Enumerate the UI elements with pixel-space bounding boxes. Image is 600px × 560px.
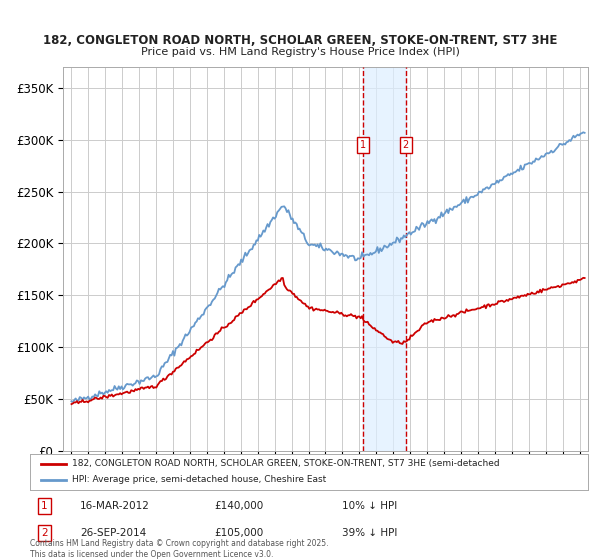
Text: £140,000: £140,000 [214, 501, 263, 511]
Text: Contains HM Land Registry data © Crown copyright and database right 2025.
This d: Contains HM Land Registry data © Crown c… [30, 539, 329, 559]
Text: HPI: Average price, semi-detached house, Cheshire East: HPI: Average price, semi-detached house,… [72, 475, 326, 484]
Text: 2: 2 [41, 528, 48, 538]
Text: 39% ↓ HPI: 39% ↓ HPI [343, 528, 398, 538]
Text: 182, CONGLETON ROAD NORTH, SCHOLAR GREEN, STOKE-ON-TRENT, ST7 3HE (semi-detached: 182, CONGLETON ROAD NORTH, SCHOLAR GREEN… [72, 459, 499, 468]
Text: 2: 2 [403, 140, 409, 150]
Text: £105,000: £105,000 [214, 528, 263, 538]
Text: 26-SEP-2014: 26-SEP-2014 [80, 528, 146, 538]
Text: Price paid vs. HM Land Registry's House Price Index (HPI): Price paid vs. HM Land Registry's House … [140, 47, 460, 57]
Text: 16-MAR-2012: 16-MAR-2012 [80, 501, 150, 511]
Text: 1: 1 [41, 501, 48, 511]
Text: 182, CONGLETON ROAD NORTH, SCHOLAR GREEN, STOKE-ON-TRENT, ST7 3HE: 182, CONGLETON ROAD NORTH, SCHOLAR GREEN… [43, 34, 557, 46]
Text: 10% ↓ HPI: 10% ↓ HPI [343, 501, 398, 511]
Bar [363, 67, 406, 451]
Text: 1: 1 [360, 140, 366, 150]
